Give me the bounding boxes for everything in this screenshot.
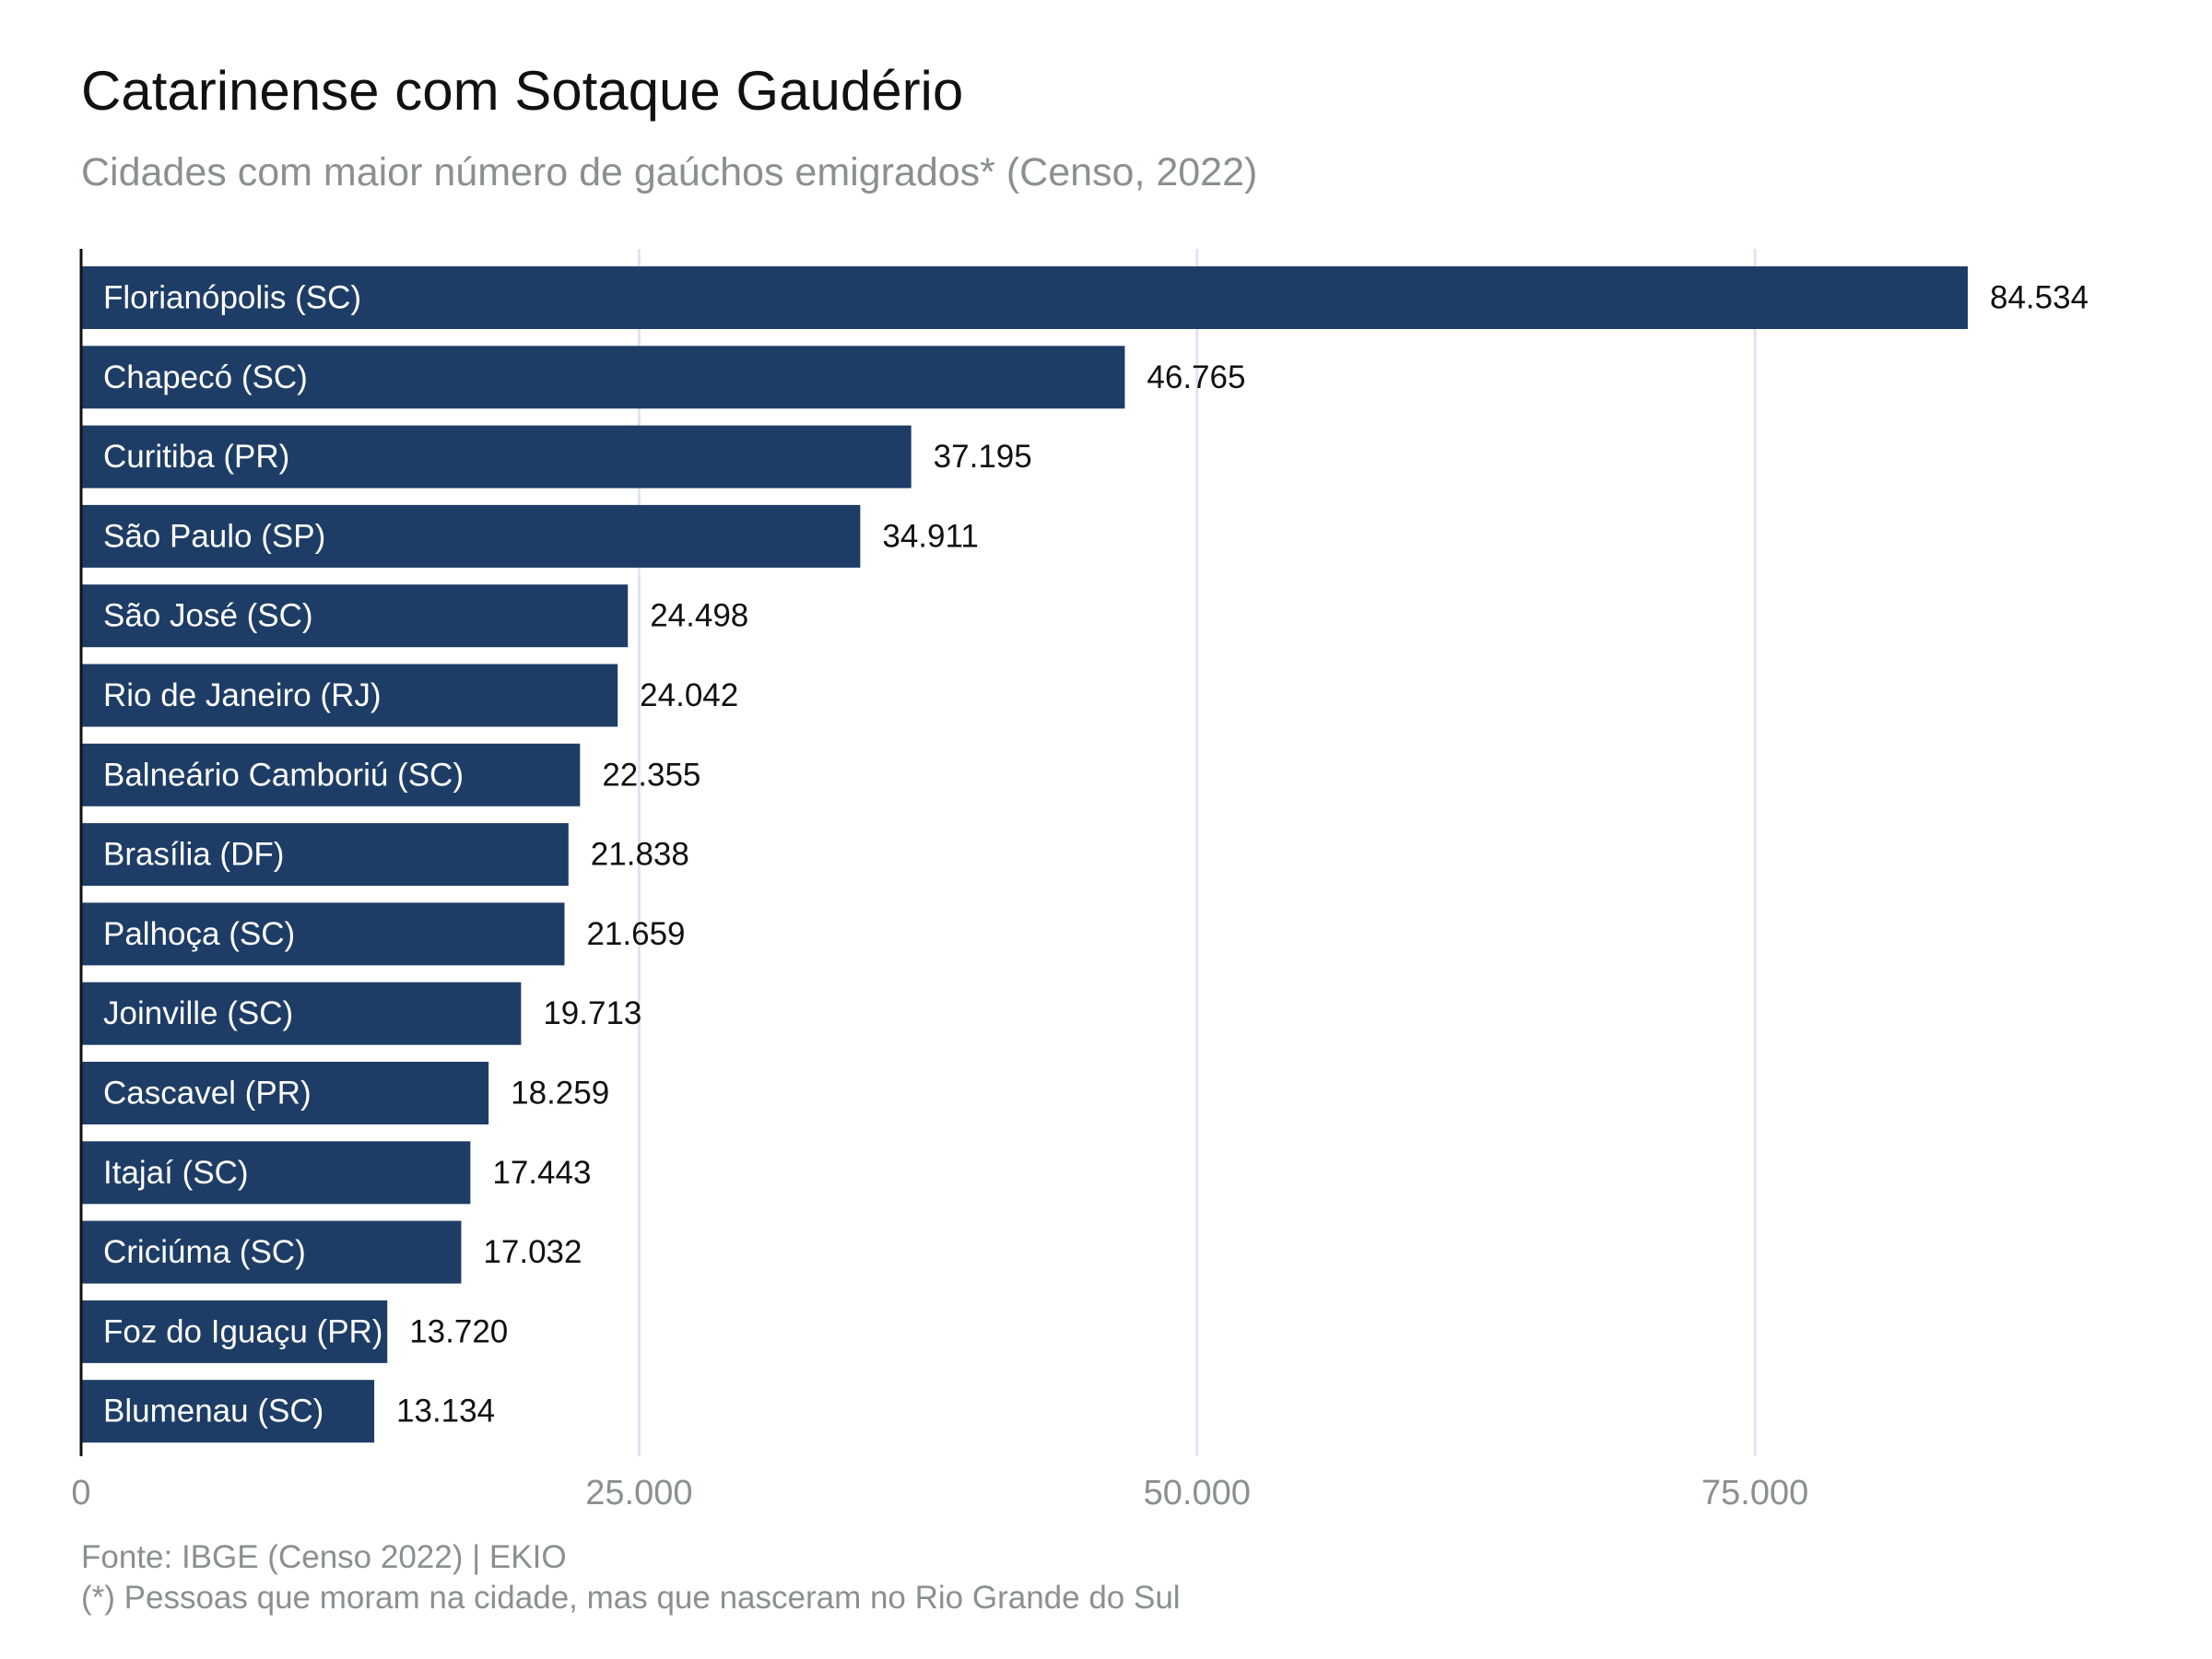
value-label: 17.032 (483, 1234, 582, 1270)
category-label: Joinville (SC) (103, 995, 293, 1031)
category-label: Criciúma (SC) (103, 1234, 306, 1270)
bar-11 (81, 1141, 471, 1205)
category-label: Florianópolis (SC) (103, 280, 361, 316)
bar-12 (81, 1220, 462, 1284)
category-label: Balneário Camboriú (SC) (103, 757, 464, 793)
category-label: São José (SC) (103, 598, 313, 634)
bar-3 (81, 504, 861, 568)
bar-5 (81, 664, 618, 727)
bar-2 (81, 425, 912, 488)
bar-14 (81, 1380, 375, 1443)
category-label: Foz do Iguaçu (PR) (103, 1313, 382, 1349)
x-tick-label: 0 (71, 1474, 90, 1512)
bar-10 (81, 1062, 489, 1124)
bar-6 (81, 743, 581, 806)
category-label: Brasília (DF) (103, 837, 284, 873)
chart-title: Catarinense com Sotaque Gaudério (81, 60, 964, 122)
bar-0 (81, 266, 1968, 329)
bar-13 (81, 1300, 388, 1363)
bar-1 (81, 346, 1125, 409)
bar-8 (81, 902, 565, 966)
category-label: Cascavel (PR) (103, 1076, 312, 1112)
value-label: 37.195 (934, 439, 1032, 475)
x-tick-label: 25.000 (585, 1474, 692, 1512)
value-label: 24.498 (650, 598, 748, 634)
value-label: 17.443 (492, 1155, 591, 1191)
value-label: 21.838 (591, 837, 689, 873)
x-tick-label: 75.000 (1701, 1474, 1808, 1512)
value-label: 18.259 (511, 1076, 609, 1112)
category-label: Itajaí (SC) (103, 1155, 249, 1191)
category-label: Chapecó (SC) (103, 359, 308, 395)
category-label: Palhoça (SC) (103, 916, 295, 952)
source-caption: Fonte: IBGE (Censo 2022) | EKIO (81, 1539, 567, 1575)
note-caption: (*) Pessoas que moram na cidade, mas que… (81, 1580, 1181, 1616)
bar-7 (81, 823, 569, 887)
category-label: Blumenau (SC) (103, 1394, 324, 1430)
bar-4 (81, 584, 629, 648)
value-label: 22.355 (602, 757, 700, 793)
chart-subtitle: Cidades com maior número de gaúchos emig… (81, 150, 1258, 194)
value-label: 84.534 (1990, 280, 2088, 316)
value-label: 24.042 (640, 677, 738, 713)
x-tick-label: 50.000 (1144, 1474, 1251, 1512)
value-label: 19.713 (543, 995, 641, 1031)
value-label: 21.659 (586, 916, 685, 952)
category-label: Curitiba (PR) (103, 439, 289, 475)
category-label: Rio de Janeiro (RJ) (103, 677, 382, 713)
category-label: São Paulo (SP) (103, 518, 325, 554)
value-label: 34.911 (882, 518, 978, 554)
bar-9 (81, 982, 522, 1045)
value-label: 13.720 (409, 1313, 508, 1349)
value-label: 46.765 (1147, 359, 1245, 395)
value-label: 13.134 (396, 1394, 495, 1430)
